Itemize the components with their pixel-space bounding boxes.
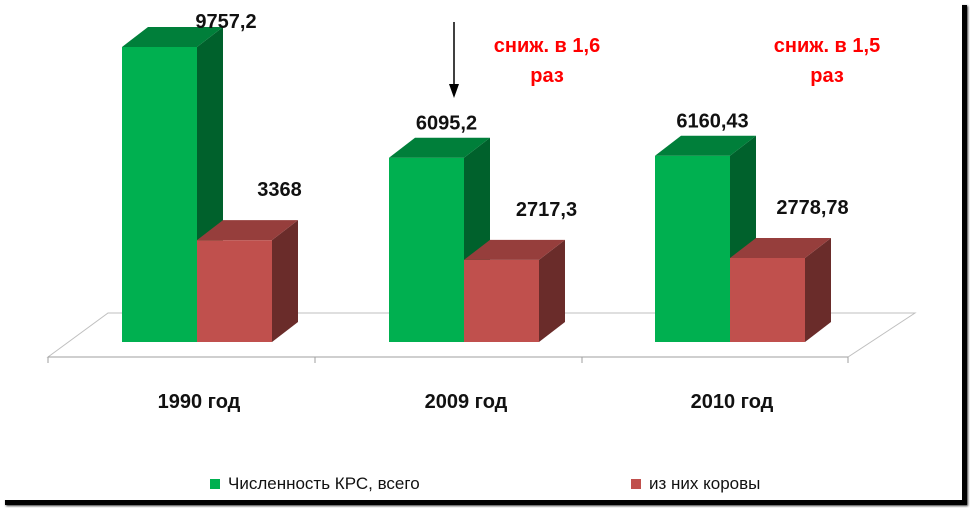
bar-total-2 [655, 155, 730, 342]
value-label-cows-1: 2717,3 [516, 199, 577, 221]
category-label-2: 2010 год [691, 391, 774, 413]
annotation-0-line-1: раз [530, 65, 564, 87]
value-label-total-2: 6160,43 [676, 111, 748, 133]
value-label-total-0: 9757,2 [195, 11, 256, 33]
legend: Численность КРС, всего из них коровы [0, 472, 962, 496]
legend-swatch-cows [631, 479, 641, 489]
value-label-total-1: 6095,2 [416, 113, 477, 135]
bar-total-1 [389, 157, 464, 342]
bar-top-total-0 [122, 27, 223, 47]
bar-side-cows-0 [272, 220, 298, 342]
bar-chart: 9757,2 3368 1990 год 6095,2 2717,3 2009 год 61… [46, 11, 917, 413]
chart-frame: 9757,2 3368 1990 год 6095,2 2717,3 2009 год 61… [0, 11, 962, 496]
annotation-arrow-head [449, 84, 459, 98]
bar-cows-1 [464, 259, 539, 342]
legend-item-cows: из них коровы [631, 474, 760, 494]
legend-item-total: Численность КРС, всего [210, 474, 420, 494]
legend-swatch-total [210, 479, 220, 489]
bar-top-cows-0 [197, 220, 298, 241]
category-label-0: 1990 год [158, 391, 241, 413]
legend-label-cows: из них коровы [649, 474, 761, 493]
legend-label-total: Численность КРС, всего [228, 474, 420, 493]
bar-top-total-2 [655, 135, 756, 156]
bar-cows-2 [730, 257, 805, 342]
annotation-1-line-0: сниж. в 1,5 [774, 35, 880, 57]
bar-top-total-1 [389, 137, 490, 158]
bar-total-0 [122, 47, 197, 342]
annotation-0-line-0: сниж. в 1,6 [494, 35, 600, 57]
bar-top-cows-1 [464, 239, 565, 260]
bar-side-cows-2 [805, 237, 831, 342]
bar-cows-0 [197, 240, 272, 342]
value-label-cows-0: 3368 [257, 179, 302, 201]
bar-side-cows-1 [539, 239, 565, 342]
bar-top-cows-2 [730, 237, 831, 258]
annotation-1-line-1: раз [810, 65, 844, 87]
category-label-1: 2009 год [425, 391, 508, 413]
value-label-cows-2: 2778,78 [776, 197, 848, 219]
